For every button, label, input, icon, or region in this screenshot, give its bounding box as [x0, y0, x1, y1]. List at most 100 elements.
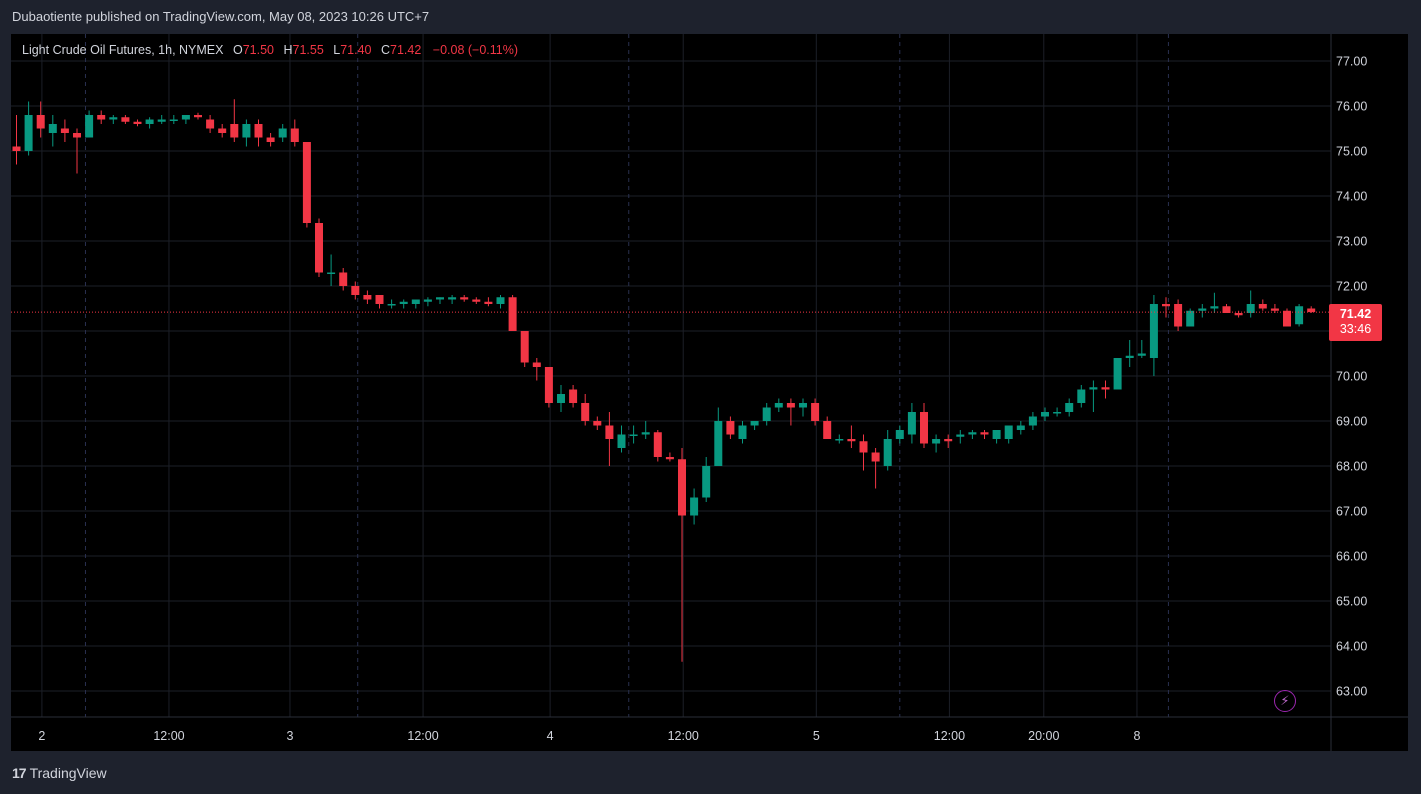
y-tick-label: 72.00	[1336, 280, 1367, 294]
candle-body	[399, 301, 408, 304]
y-tick-label: 75.00	[1336, 145, 1367, 159]
high-value: 71.55	[292, 43, 324, 57]
candle-body	[448, 297, 457, 300]
low-label: L	[333, 43, 341, 57]
tradingview-logo[interactable]: 17 TradingView	[12, 765, 107, 781]
candle-body	[532, 362, 541, 367]
change-value: −0.08 (−0.11%)	[432, 43, 519, 57]
candle-body	[1198, 308, 1207, 311]
symbol-title[interactable]: Light Crude Oil Futures, 1h, NYMEX	[22, 43, 224, 57]
candle-body	[629, 434, 638, 436]
candle-body	[181, 115, 190, 120]
candle-body	[1283, 310, 1291, 327]
candle-body	[653, 432, 662, 457]
candle-body	[1028, 416, 1037, 426]
y-tick-label: 66.00	[1336, 550, 1367, 564]
candle-body	[1186, 310, 1195, 327]
candle-body	[617, 434, 626, 448]
y-tick-label: 73.00	[1336, 235, 1367, 249]
candle-body	[60, 128, 69, 133]
candle-body	[581, 403, 590, 421]
candle-body	[1162, 304, 1170, 307]
low-value: 71.40	[340, 43, 372, 57]
x-tick-label: 4	[547, 729, 554, 743]
y-tick-label: 65.00	[1336, 595, 1367, 609]
chart-pane[interactable]: 77.0076.0075.0074.0073.0072.0071.0070.00…	[11, 34, 1408, 751]
y-tick-label: 76.00	[1336, 100, 1367, 114]
candle-body	[242, 124, 251, 138]
candle-body	[1222, 306, 1231, 313]
candle-body	[1246, 304, 1255, 313]
y-tick-label: 67.00	[1336, 505, 1367, 519]
x-tick-label: 20:00	[1028, 729, 1059, 743]
candle-body	[847, 439, 856, 442]
candle-body	[24, 115, 33, 151]
x-tick-label: 12:00	[407, 729, 438, 743]
candle-body	[980, 432, 989, 435]
candle-body	[569, 389, 578, 403]
candle-body	[121, 117, 130, 122]
y-tick-label: 63.00	[1336, 685, 1367, 699]
candle-body	[811, 403, 820, 421]
candle-body	[230, 124, 239, 138]
candle-body	[944, 439, 953, 442]
candle-body	[1258, 304, 1267, 309]
candle-body	[169, 119, 178, 121]
candle-body	[786, 403, 795, 408]
candle-body	[714, 421, 723, 466]
candle-body	[194, 115, 202, 118]
open-label: O	[232, 43, 243, 57]
candle-body	[968, 432, 977, 435]
candle-body	[97, 115, 106, 120]
x-tick-label: 12:00	[668, 729, 699, 743]
candle-body	[218, 128, 227, 133]
candle-body	[508, 297, 517, 331]
y-tick-label: 74.00	[1336, 190, 1367, 204]
candle-body	[932, 439, 941, 444]
y-tick-label: 69.00	[1336, 415, 1367, 429]
high-label: H	[283, 43, 293, 57]
candle-body	[835, 439, 844, 441]
lightning-bolt-icon[interactable]: ⚡	[1274, 690, 1296, 712]
close-label: C	[380, 43, 391, 57]
bar-countdown: 33:46	[1339, 322, 1372, 336]
candle-body	[1234, 313, 1243, 316]
candle-body	[411, 299, 420, 304]
candle-body	[109, 117, 118, 120]
x-tick-label: 8	[1133, 729, 1140, 743]
candle-body	[339, 272, 348, 286]
candle-body	[956, 434, 965, 437]
x-tick-label: 3	[286, 729, 293, 743]
candle-body	[557, 394, 565, 403]
candle-body	[436, 297, 444, 300]
candle-body	[351, 286, 360, 295]
candle-body	[883, 439, 892, 466]
candle-body	[750, 421, 759, 426]
candle-body	[48, 124, 57, 133]
candle-body	[774, 403, 783, 408]
candle-body	[73, 133, 81, 138]
candle-body	[1065, 403, 1074, 412]
candle-body	[1149, 304, 1158, 358]
tradingview-logo-icon: 17	[12, 765, 27, 781]
x-tick-label: 12:00	[153, 729, 184, 743]
published-header: Dubaotiente published on TradingView.com…	[12, 9, 430, 24]
close-value: 71.42	[390, 43, 422, 57]
y-tick-label: 70.00	[1336, 370, 1367, 384]
y-tick-label: 64.00	[1336, 640, 1367, 654]
candle-body	[1210, 306, 1219, 309]
candle-body	[1137, 353, 1146, 356]
candlestick-chart[interactable]: 77.0076.0075.0074.0073.0072.0071.0070.00…	[11, 34, 1408, 751]
brand-name: TradingView	[29, 765, 107, 781]
candle-body	[641, 432, 650, 435]
candle-body	[1101, 387, 1110, 390]
candle-body	[290, 128, 299, 142]
candle-body	[1077, 389, 1086, 403]
candle-body	[726, 421, 735, 435]
candle-body	[907, 412, 916, 435]
candle-body	[423, 299, 432, 302]
candle-body	[1270, 308, 1279, 311]
candle-body	[387, 304, 396, 306]
candle-body	[302, 142, 311, 223]
y-tick-label: 68.00	[1336, 460, 1367, 474]
